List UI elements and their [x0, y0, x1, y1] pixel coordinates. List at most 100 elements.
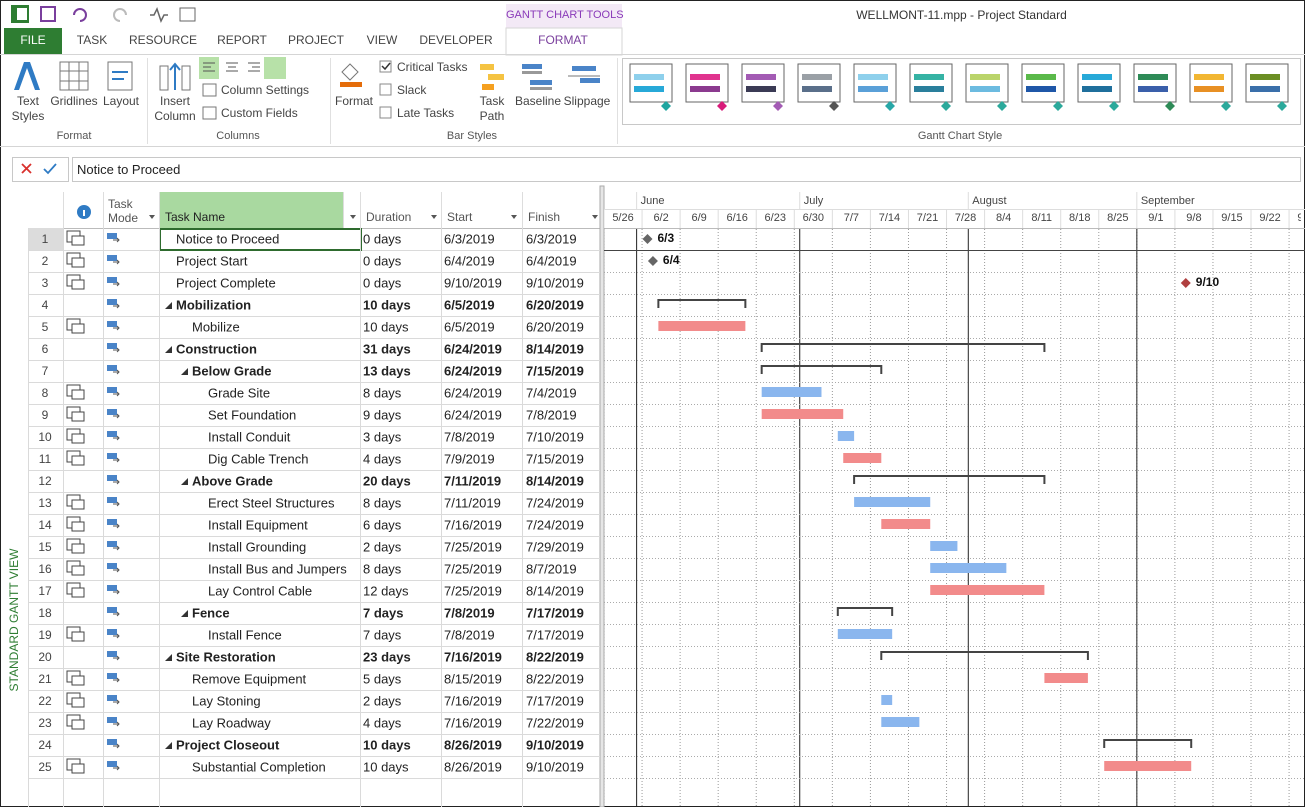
- format-icon[interactable]: [340, 63, 362, 87]
- task-mode-arrow: [113, 237, 120, 243]
- ribbon-button[interactable]: Baseline: [514, 94, 562, 108]
- ribbon-button[interactable]: Column Settings: [221, 83, 310, 97]
- style-thumb-bar: [1138, 86, 1168, 92]
- formula-text: Notice to Proceed: [77, 162, 181, 177]
- column-header[interactable]: Start: [447, 210, 473, 224]
- week-label: 9/29: [1297, 212, 1305, 224]
- task-mode-arrow: [113, 523, 120, 529]
- task-name: Project Start: [176, 253, 248, 268]
- ribbon-button[interactable]: Gridlines: [50, 94, 98, 108]
- task-start: 6/5/2019: [444, 319, 495, 334]
- ribbon-button[interactable]: Text Styles: [11, 94, 45, 123]
- checkbox-label[interactable]: Late Tasks: [397, 106, 455, 120]
- style-thumb-diamond: [717, 101, 727, 111]
- undo-icon[interactable]: [73, 8, 87, 22]
- tab[interactable]: DEVELOPER: [419, 33, 493, 47]
- task-path-icon[interactable]: [480, 64, 504, 90]
- slippage-icon[interactable]: [568, 66, 600, 83]
- task-name: Grade Site: [208, 385, 270, 400]
- indicator-icon: [71, 631, 85, 642]
- task-duration: 5 days: [363, 671, 402, 686]
- collapse-toggle[interactable]: [165, 302, 172, 309]
- task-bar: [881, 519, 931, 529]
- task-finish: 7/10/2019: [526, 429, 584, 444]
- month-label: July: [804, 195, 824, 207]
- ribbon-button[interactable]: Insert Column: [154, 94, 196, 123]
- qat-icon[interactable]: [179, 7, 196, 22]
- format-tab-bg[interactable]: [505, 27, 623, 56]
- task-mode-icon: [107, 299, 117, 305]
- task-mode-arrow: [113, 303, 120, 309]
- collapse-toggle[interactable]: [181, 368, 188, 375]
- indicator-icon: [71, 697, 85, 708]
- checkboxes[interactable]: [379, 60, 392, 119]
- formula-input[interactable]: [72, 157, 1301, 182]
- indicator-icon: [71, 389, 85, 400]
- text-styles-icon[interactable]: [14, 62, 40, 90]
- layout-icon[interactable]: [107, 61, 133, 91]
- task-bar: [930, 541, 958, 551]
- task-bar: [881, 717, 920, 727]
- week-label: 7/14: [879, 212, 900, 224]
- column-settings-icon[interactable]: [202, 83, 217, 97]
- style-thumb-diamond: [829, 101, 839, 111]
- tab[interactable]: PROJECT: [287, 33, 345, 47]
- task-finish: 7/15/2019: [526, 451, 584, 466]
- ribbon-button[interactable]: Custom Fields: [221, 106, 298, 120]
- collapse-toggle[interactable]: [165, 346, 172, 353]
- collapse-toggle[interactable]: [181, 478, 188, 485]
- file-tab-bg[interactable]: [4, 28, 62, 54]
- style-thumb-bar: [690, 74, 720, 80]
- row-id: 4: [42, 298, 49, 312]
- row-id: 11: [39, 452, 52, 466]
- collapse-toggle[interactable]: [165, 654, 172, 661]
- ribbon-button[interactable]: Slippage: [563, 94, 611, 108]
- checkbox-label[interactable]: Slack: [397, 83, 427, 97]
- dropdown-arrow: [350, 215, 356, 219]
- tab[interactable]: FILE: [20, 33, 46, 47]
- custom-fields-icon[interactable]: [202, 106, 217, 120]
- column-header[interactable]: Duration: [366, 210, 412, 224]
- task-start: 7/8/2019: [444, 605, 495, 620]
- row-id: 12: [38, 474, 52, 488]
- row-id: 22: [38, 694, 52, 708]
- splitter[interactable]: [599, 185, 605, 807]
- wrap-icon[interactable]: [264, 57, 286, 79]
- collapse-toggle[interactable]: [165, 742, 172, 749]
- row-id: 18: [38, 606, 52, 620]
- task-bar: [761, 409, 844, 419]
- task-finish: 7/8/2019: [526, 407, 577, 422]
- tab[interactable]: TASK: [76, 33, 108, 47]
- column-header[interactable]: Finish: [528, 210, 561, 224]
- ribbon-button[interactable]: Layout: [102, 94, 140, 108]
- task-mode-icon: [107, 673, 117, 679]
- qat-icon[interactable]: [150, 7, 168, 23]
- baseline-icon[interactable]: [522, 64, 552, 90]
- checkbox-label[interactable]: Critical Tasks: [397, 60, 468, 74]
- task-mode-icon: [107, 475, 117, 481]
- tab[interactable]: VIEW: [366, 33, 398, 47]
- gridlines-icon[interactable]: [59, 61, 89, 91]
- ribbon-button[interactable]: Task Path: [479, 94, 505, 123]
- save-icon[interactable]: [40, 6, 56, 22]
- tab[interactable]: FORMAT: [538, 33, 588, 47]
- redo-icon[interactable]: [113, 8, 127, 22]
- tab[interactable]: REPORT: [217, 33, 267, 47]
- task-start: 8/26/2019: [444, 759, 502, 774]
- collapse-toggle[interactable]: [181, 610, 188, 617]
- task-mode-arrow: [113, 325, 120, 331]
- contextual-tab: GANTT CHART TOOLS: [506, 9, 624, 21]
- summary-bar: [880, 651, 1089, 660]
- tab[interactable]: RESOURCE: [128, 33, 198, 47]
- insert-column-icon[interactable]: [159, 62, 191, 91]
- align-left-icon[interactable]: [199, 57, 219, 79]
- column-header[interactable]: Task Mode: [108, 197, 139, 225]
- column-header[interactable]: Task Name: [165, 210, 226, 224]
- ribbon-button[interactable]: Format: [334, 94, 373, 108]
- align-icons[interactable]: [203, 62, 260, 72]
- task-name: Install Equipment: [208, 517, 308, 532]
- accept-button[interactable]: [43, 163, 57, 175]
- cancel-button[interactable]: [21, 163, 32, 174]
- row-id: 16: [38, 562, 52, 576]
- milestone-label: 6/3: [657, 231, 674, 245]
